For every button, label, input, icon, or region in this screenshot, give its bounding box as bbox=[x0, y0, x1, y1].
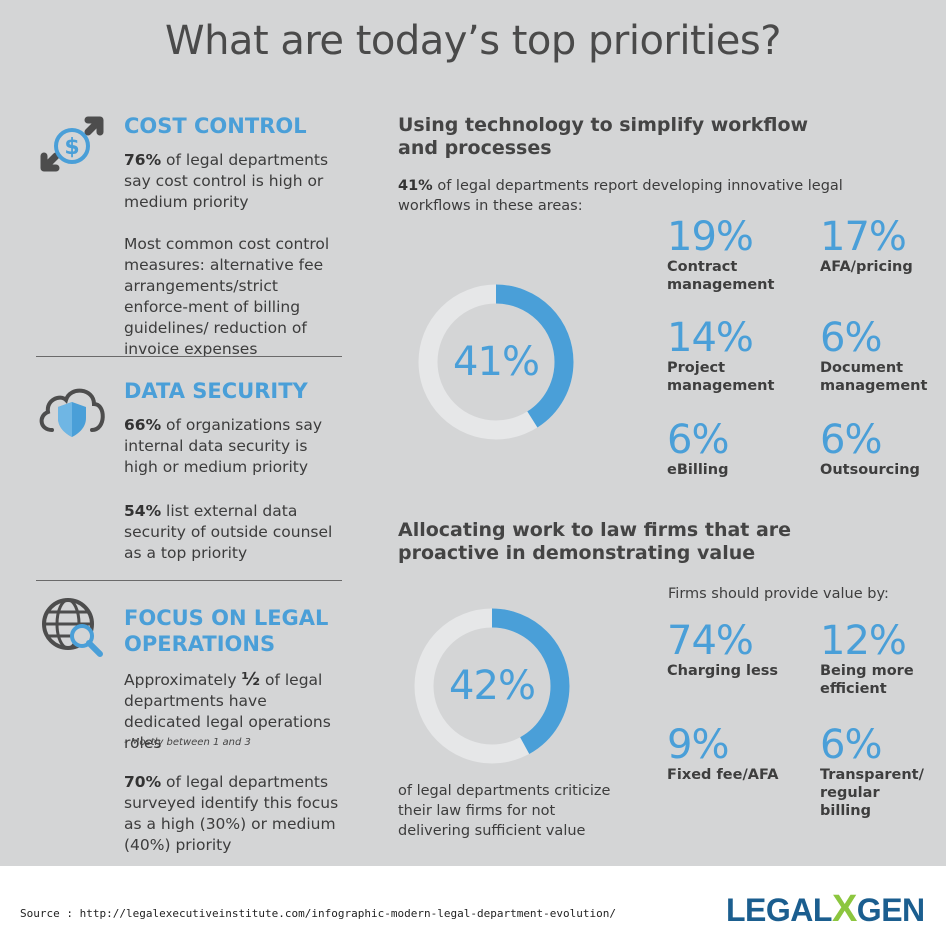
svg-text:$: $ bbox=[64, 135, 79, 160]
data-security-percent-2: 54% bbox=[124, 502, 162, 520]
tech-item-label: eBilling bbox=[667, 462, 729, 478]
data-security-stat2-text: list external data security of outside c… bbox=[124, 502, 333, 562]
tech-item-percent: 6% bbox=[820, 315, 882, 361]
legal-operations-heading: FOCUS ON LEGAL OPERATIONS bbox=[124, 606, 329, 656]
globe-magnifier-icon bbox=[36, 592, 108, 664]
page-title: What are today’s top priorities? bbox=[165, 18, 781, 64]
data-security-stat1-text: of organizations say internal data secur… bbox=[124, 416, 323, 476]
cloud-shield-icon bbox=[36, 374, 108, 446]
legal-operations-percent: 70% bbox=[124, 773, 162, 791]
alloc-heading: Allocating work to law firms that are pr… bbox=[398, 519, 792, 564]
legal-operations-text: Approximately ½ of legal departments hav… bbox=[124, 669, 342, 754]
tech-donut-label: 41% bbox=[453, 339, 540, 385]
legal-operations-note: - Mostly between 1 and 3 bbox=[124, 737, 251, 748]
data-security-heading: DATA SECURITY bbox=[124, 379, 308, 403]
tech-intro-percent: 41% bbox=[398, 178, 433, 194]
tech-item: 6% Document management bbox=[820, 317, 940, 395]
legal-operations-stat: 70% of legal departments surveyed identi… bbox=[124, 772, 339, 856]
legalxgen-logo: LEGALXGEN bbox=[726, 888, 925, 931]
legal-operations-stat-text: of legal departments surveyed identify t… bbox=[124, 773, 339, 854]
tech-item-label: Outsourcing bbox=[820, 462, 920, 478]
cost-control-measures: Most common cost control measures: alter… bbox=[124, 235, 330, 358]
alloc-item-percent: 6% bbox=[820, 722, 882, 768]
divider bbox=[36, 356, 342, 357]
source-link[interactable]: Source : http://legalexecutiveinstitute.… bbox=[20, 907, 617, 920]
tech-item-percent: 17% bbox=[820, 214, 907, 260]
legal-operations-text-b: of legal departments have dedicated lega… bbox=[124, 671, 331, 752]
tech-item-percent: 14% bbox=[667, 315, 754, 361]
tech-item-percent: 6% bbox=[820, 417, 882, 463]
alloc-subheading: Firms should provide value by: bbox=[668, 586, 889, 602]
tech-item-label: Project management bbox=[667, 360, 775, 394]
tech-item-percent: 19% bbox=[667, 214, 754, 260]
alloc-item: 6% Transparent/ regular billing bbox=[820, 724, 935, 820]
tech-donut-arc bbox=[418, 284, 574, 440]
tech-item-label: Contract management bbox=[667, 259, 775, 293]
footer: Source : http://legalexecutiveinstitute.… bbox=[0, 866, 946, 950]
alloc-donut-label: 42% bbox=[449, 663, 536, 709]
cost-control-percent: 76% bbox=[124, 151, 162, 169]
data-security-stat1: 66% of organizations say internal data s… bbox=[124, 415, 334, 478]
alloc-item-percent: 74% bbox=[667, 618, 754, 664]
tech-item-percent: 6% bbox=[667, 417, 729, 463]
tech-item: 17% AFA/pricing bbox=[820, 216, 940, 276]
tech-intro-text: of legal departments report developing i… bbox=[398, 178, 843, 214]
alloc-item: 9% Fixed fee/AFA bbox=[667, 724, 797, 784]
tech-item-label: AFA/pricing bbox=[820, 259, 913, 275]
data-security-percent-1: 66% bbox=[124, 416, 162, 434]
alloc-item-label: Fixed fee/AFA bbox=[667, 767, 779, 783]
legal-operations-text-a: Approximately bbox=[124, 671, 242, 689]
tech-item: 6% Outsourcing bbox=[820, 419, 940, 479]
alloc-item-label: Transparent/ regular billing bbox=[820, 767, 924, 819]
tech-item: 19% Contract management bbox=[667, 216, 787, 294]
logo-left: LEGAL bbox=[726, 892, 832, 928]
divider bbox=[36, 580, 342, 581]
alloc-item-label: Being more efficient bbox=[820, 663, 914, 697]
tech-item: 14% Project management bbox=[667, 317, 787, 395]
tech-item-label: Document management bbox=[820, 360, 928, 394]
tech-intro: 41% of legal departments report developi… bbox=[398, 176, 868, 216]
cost-control-stat: 76% of legal departments say cost contro… bbox=[124, 150, 339, 213]
dollar-arrows-icon: $ bbox=[36, 110, 108, 182]
alloc-item: 12% Being more efficient bbox=[820, 620, 930, 698]
tech-donut-chart: 41% bbox=[414, 280, 578, 444]
logo-x: X bbox=[831, 888, 857, 930]
tech-heading: Using technology to simplify workflow an… bbox=[398, 114, 809, 159]
alloc-item-label: Charging less bbox=[667, 663, 779, 679]
data-security-stat2: 54% list external data security of outsi… bbox=[124, 501, 334, 564]
alloc-donut-chart: 42% bbox=[410, 604, 574, 768]
alloc-item: 74% Charging less bbox=[667, 620, 797, 680]
alloc-caption: of legal departments criticize their law… bbox=[398, 783, 611, 839]
tech-item: 6% eBilling bbox=[667, 419, 787, 479]
logo-right: GEN bbox=[856, 892, 925, 928]
legal-operations-half: ½ bbox=[241, 669, 261, 690]
alloc-item-percent: 9% bbox=[667, 722, 729, 768]
alloc-item-percent: 12% bbox=[820, 618, 907, 664]
alloc-donut-arc bbox=[414, 608, 570, 764]
cost-control-heading: COST CONTROL bbox=[124, 114, 307, 138]
cost-control-stat-text: of legal departments say cost control is… bbox=[124, 151, 329, 211]
